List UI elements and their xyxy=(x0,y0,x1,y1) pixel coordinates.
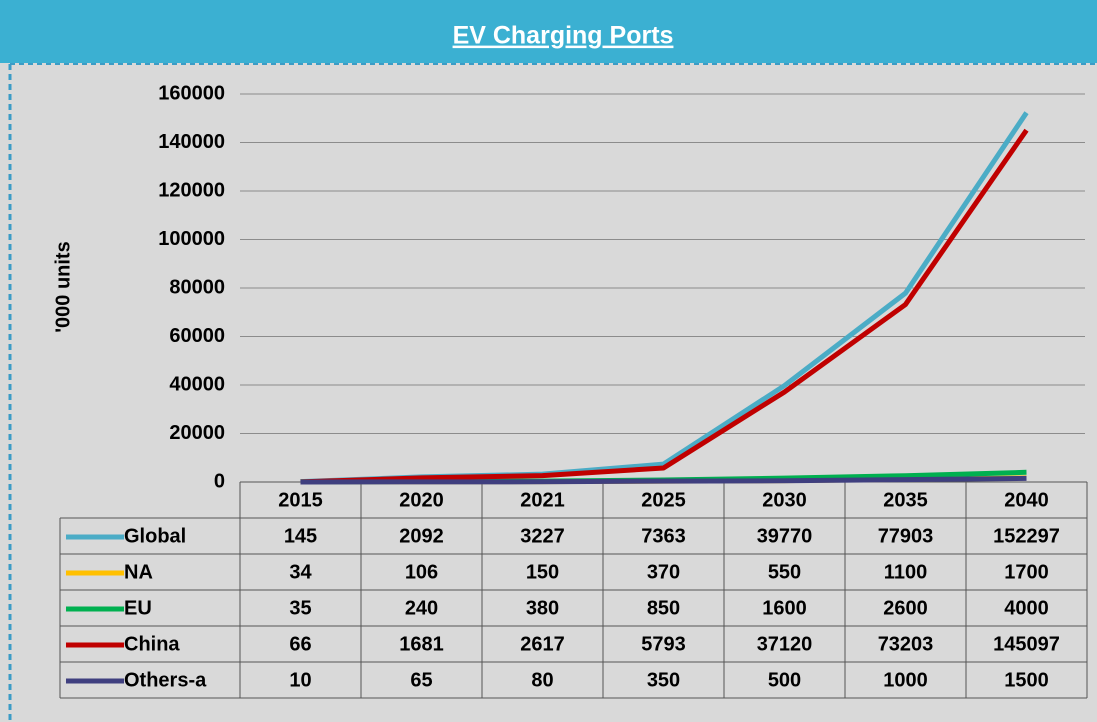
y-tick-label: 60000 xyxy=(169,325,225,347)
table-value: 145 xyxy=(284,525,317,547)
table-value: 80 xyxy=(531,669,553,691)
table-value: 34 xyxy=(289,561,312,583)
table-value: 1600 xyxy=(762,597,807,619)
table-value: 39770 xyxy=(757,525,813,547)
table-value: 2092 xyxy=(399,525,444,547)
table-value: 145097 xyxy=(993,633,1060,655)
table-value: 150 xyxy=(526,561,559,583)
y-tick-label: 140000 xyxy=(158,131,225,153)
table-value: 240 xyxy=(405,597,438,619)
header-band xyxy=(0,0,1097,63)
table-value: 37120 xyxy=(757,633,813,655)
y-tick-label: 160000 xyxy=(158,82,225,104)
x-tick-label: 2035 xyxy=(883,489,928,511)
legend-label: Others-a xyxy=(124,669,207,691)
table-value: 1100 xyxy=(884,561,927,583)
legend-label: Global xyxy=(124,525,186,547)
table-value: 152297 xyxy=(993,525,1060,547)
table-value: 2617 xyxy=(520,633,565,655)
table-value: 500 xyxy=(768,669,801,691)
series-line xyxy=(300,475,1027,485)
table-value: 370 xyxy=(647,561,680,583)
x-tick-label: 2025 xyxy=(641,489,686,511)
y-tick-label: 120000 xyxy=(158,179,225,201)
table-value: 550 xyxy=(768,561,801,583)
table-value: 106 xyxy=(405,561,438,583)
y-tick-label: 80000 xyxy=(169,276,225,298)
series-line xyxy=(300,128,1029,485)
table-value: 1681 xyxy=(399,633,444,655)
table-value: 2600 xyxy=(883,597,928,619)
y-tick-label: 20000 xyxy=(169,422,225,444)
x-tick-label: 2030 xyxy=(762,489,807,511)
legend-label: EU xyxy=(124,597,152,619)
x-tick-label: 2020 xyxy=(399,489,444,511)
table-value: 7363 xyxy=(641,525,686,547)
y-tick-label: 100000 xyxy=(158,228,225,250)
table-value: 73203 xyxy=(878,633,934,655)
x-tick-label: 2021 xyxy=(520,489,565,511)
table-value: 850 xyxy=(647,597,680,619)
table-value: 1700 xyxy=(1004,561,1049,583)
chart-title: EV Charging Ports xyxy=(453,22,674,50)
legend-label: NA xyxy=(124,561,153,583)
legend-label: China xyxy=(124,633,180,655)
table-value: 3227 xyxy=(520,525,565,547)
table-value: 35 xyxy=(289,597,311,619)
y-axis-label: '000 units xyxy=(52,241,74,332)
y-tick-label: 40000 xyxy=(169,373,225,395)
table-value: 5793 xyxy=(641,633,686,655)
table-value: 380 xyxy=(526,597,559,619)
table-value: 66 xyxy=(289,633,311,655)
table-value: 1000 xyxy=(883,669,928,691)
table-value: 65 xyxy=(410,669,432,691)
table-value: 10 xyxy=(289,669,311,691)
y-tick-label: 0 xyxy=(214,470,225,492)
x-tick-label: 2015 xyxy=(278,489,323,511)
table-value: 1500 xyxy=(1004,669,1049,691)
table-value: 4000 xyxy=(1004,597,1049,619)
table-value: 350 xyxy=(647,669,680,691)
x-tick-label: 2040 xyxy=(1004,489,1049,511)
table-value: 77903 xyxy=(878,525,934,547)
